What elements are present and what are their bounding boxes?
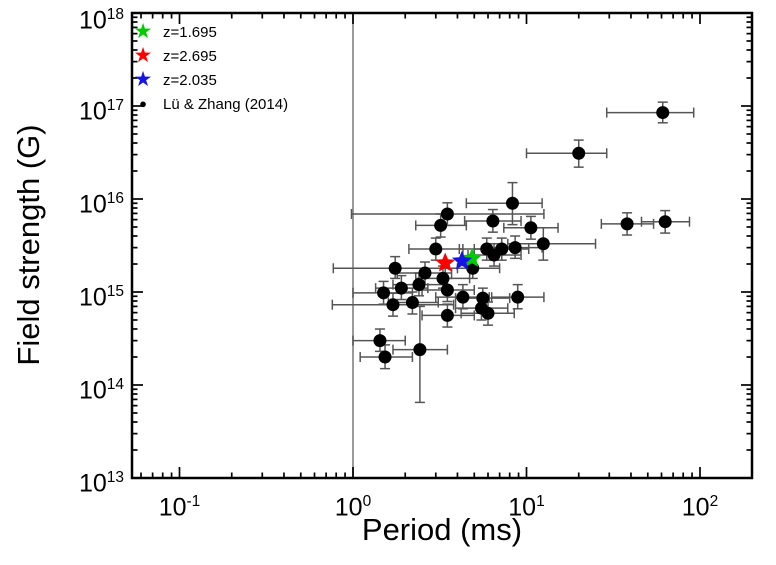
data-point (373, 334, 387, 348)
legend-item-z2695: ★ z=2.695 (126, 44, 288, 68)
data-point (405, 296, 419, 310)
x-tick-label: 101 (508, 493, 545, 522)
data-point (388, 261, 402, 275)
x-tick-label: 10-1 (158, 493, 201, 522)
green-star-icon: ★ (133, 20, 153, 43)
y-tick-label: 1013 (78, 469, 124, 498)
data-point (658, 215, 672, 229)
data-point (620, 217, 634, 231)
data-point (511, 290, 525, 304)
data-point (440, 207, 454, 221)
x-tick-label: 102 (681, 493, 719, 522)
red-star-icon: ★ (133, 44, 153, 67)
blue-star-icon: ★ (133, 68, 153, 91)
data-point (476, 291, 490, 305)
legend-item-z2035: ★ z=2.035 (126, 68, 288, 92)
x-axis-title: Period (ms) (361, 512, 523, 547)
data-point (508, 241, 522, 255)
y-tick-label: 1018 (78, 6, 124, 35)
data-point (418, 266, 432, 280)
data-point (434, 218, 448, 232)
y-tick-label: 1017 (78, 97, 124, 126)
data-point (486, 214, 500, 228)
data-point (440, 283, 454, 297)
data-point (495, 242, 509, 256)
legend-item-lu-zhang: ● Lü & Zhang (2014) (126, 92, 288, 116)
y-axis-title: Field strength (G) (11, 124, 46, 366)
data-point (505, 196, 519, 210)
x-tick-label: 100 (334, 493, 372, 522)
legend: ★ z=1.695 ★ z=2.695 ★ z=2.035 ● Lü & Zha… (126, 20, 289, 116)
data-point (572, 146, 586, 160)
star-marker (435, 252, 456, 272)
data-point (412, 278, 426, 292)
data-point (394, 281, 408, 295)
legend-label: z=2.035 (163, 71, 217, 89)
data-point (456, 290, 470, 304)
data-point (429, 242, 443, 256)
legend-label: z=1.695 (163, 23, 217, 41)
data-point (413, 343, 427, 357)
star-marker (452, 250, 472, 270)
data-point (481, 306, 495, 320)
data-point (377, 286, 391, 300)
plot-border (130, 11, 754, 480)
data-point (386, 298, 400, 312)
legend-label: z=2.695 (163, 47, 217, 65)
data-point (378, 350, 392, 364)
data-point (536, 237, 550, 251)
y-tick-label: 1014 (78, 376, 124, 405)
black-circle-icon: ● (139, 96, 147, 111)
y-tick-label: 1015 (78, 283, 124, 312)
data-point (436, 271, 450, 285)
legend-item-z1695: ★ z=1.695 (126, 20, 288, 44)
data-point (524, 221, 538, 235)
star-marker (462, 247, 482, 267)
data-point (656, 106, 670, 120)
data-point (440, 308, 454, 322)
y-tick-label: 1016 (78, 190, 124, 219)
legend-label: Lü & Zhang (2014) (163, 95, 289, 113)
